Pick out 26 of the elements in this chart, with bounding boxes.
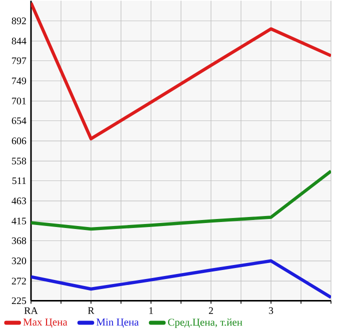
y-tick-label: 272	[12, 278, 26, 284]
y-tick-label: 511	[12, 178, 26, 184]
legend-label: Сред.Цена, т.йен	[168, 318, 242, 328]
y-tick-label: 415	[12, 218, 26, 224]
y-tick-label: 749	[12, 78, 26, 84]
y-tick-label: 320	[12, 258, 26, 264]
line-series	[31, 259, 331, 300]
y-tick-label: 225	[12, 298, 26, 304]
y-tick-label: 654	[12, 118, 26, 124]
legend-label: Max Цена	[23, 318, 68, 328]
y-tick-label: 606	[12, 138, 26, 144]
y-tick-label: 701	[12, 98, 26, 105]
y-tick-label: 797	[12, 58, 26, 64]
x-tick-label: 1	[149, 307, 153, 314]
line-series	[31, 170, 331, 231]
x-tick-label: 2	[208, 307, 213, 314]
y-tick-label: 368	[12, 238, 26, 244]
x-tick-label: 3	[268, 307, 274, 314]
y-tick-label: 844	[12, 38, 26, 45]
y-tick-label: 463	[12, 198, 26, 204]
y-tick-label: 892	[12, 18, 26, 24]
y-tick-label: 558	[12, 158, 26, 165]
x-tick-label: RA	[24, 307, 38, 314]
legend-label: Min Цена	[96, 318, 139, 328]
line-series	[31, 1, 331, 141]
x-tick-label: R	[88, 307, 94, 314]
